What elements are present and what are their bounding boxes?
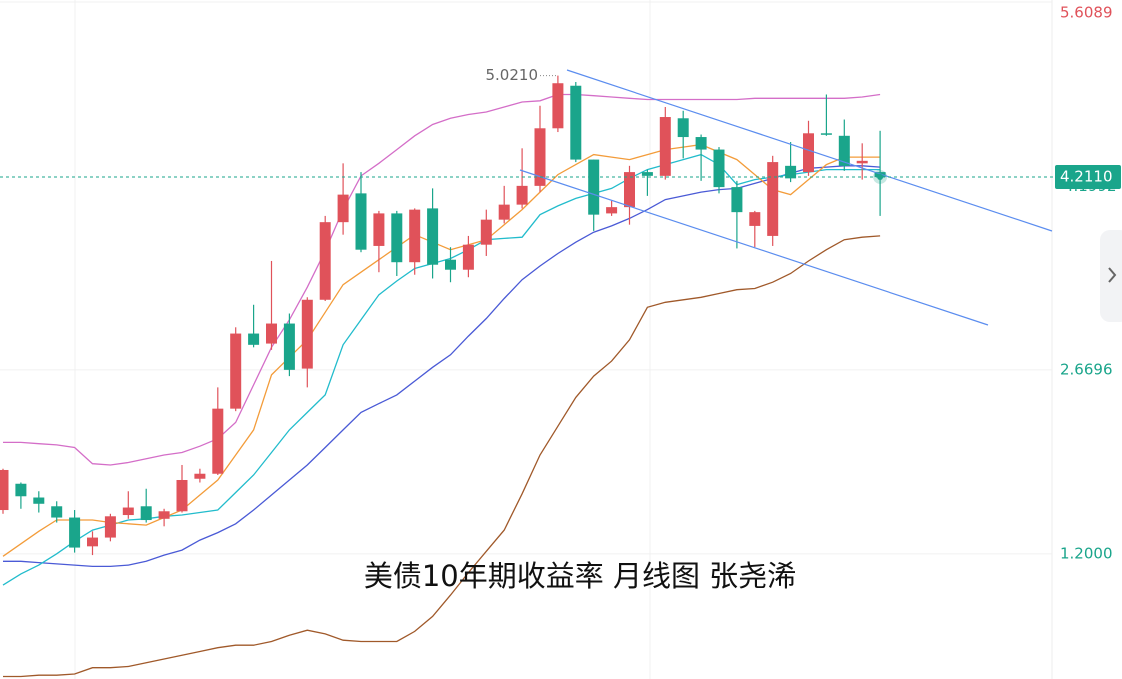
candle-body (713, 149, 725, 188)
collapse-button[interactable] (1100, 230, 1122, 322)
candle-body (803, 133, 814, 173)
trend-line-lower (519, 169, 989, 326)
candle-body (0, 469, 9, 511)
candle-body (409, 209, 421, 263)
candle-body (534, 128, 546, 186)
candle-body (248, 333, 260, 345)
candle-body (856, 160, 868, 164)
candle-body (355, 193, 367, 250)
candle-body (820, 133, 832, 135)
candle-body (462, 244, 474, 270)
max-annotation: 5.0210 (486, 66, 539, 84)
candle-body (695, 137, 707, 150)
candle-body (283, 323, 295, 370)
last-price-tag (1055, 164, 1121, 189)
candle-body (659, 117, 671, 176)
candle-body (552, 83, 564, 129)
candle-body (15, 483, 27, 497)
collapse-button-bg[interactable] (1100, 230, 1122, 322)
candle-body (319, 222, 331, 300)
candle-body (749, 212, 761, 226)
candle-body (498, 204, 510, 220)
candle-body (677, 118, 689, 138)
indicator-line (3, 165, 881, 568)
candle-body (570, 85, 582, 160)
candle-body (158, 511, 170, 519)
candle-body (838, 135, 850, 166)
last-price-label: 4.2110 (1060, 167, 1113, 185)
candle-body (373, 213, 385, 246)
candle-body (301, 299, 313, 369)
candle-body (337, 194, 349, 223)
candle-body (641, 172, 653, 176)
candle-body (33, 497, 45, 504)
candle-body (194, 473, 206, 479)
candle-body (140, 506, 152, 521)
candle-body (230, 333, 242, 409)
candle-body (516, 185, 528, 205)
last-price-dot (877, 173, 884, 180)
chart-title: 美债10年期收益率 月线图 张尧浠 (364, 559, 796, 593)
indicator-line (2, 143, 881, 557)
candle-body (588, 159, 600, 215)
candle-body (767, 162, 779, 236)
candle-body (122, 507, 134, 516)
candle-body (69, 517, 81, 548)
candle-body (176, 479, 188, 512)
y-tick-label: 5.6089 (1060, 4, 1113, 22)
candle-body (606, 207, 618, 214)
y-tick-label: 2.6696 (1060, 360, 1113, 378)
candle-body (785, 165, 797, 179)
candle-body (445, 259, 456, 270)
candle-body (266, 323, 277, 344)
trend-line-upper (566, 69, 1053, 232)
indicator-line (3, 93, 881, 466)
grid (0, 0, 1053, 679)
candle-body (427, 208, 439, 265)
candle-body (51, 506, 63, 518)
indicator-line (3, 235, 881, 678)
candle-body (87, 537, 98, 547)
candle-body (104, 516, 116, 538)
candle-body (731, 187, 743, 213)
candle-body (480, 219, 492, 245)
candle-body (212, 408, 224, 474)
candle-body (624, 172, 635, 208)
y-tick-label: 1.2000 (1060, 544, 1113, 562)
candle-body (391, 213, 403, 263)
chevron-icon[interactable] (1108, 267, 1117, 283)
